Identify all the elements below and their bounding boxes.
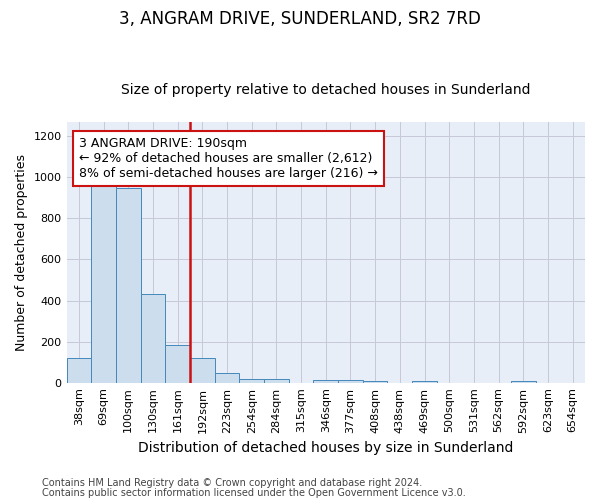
Title: Size of property relative to detached houses in Sunderland: Size of property relative to detached ho… bbox=[121, 83, 530, 97]
Text: Contains HM Land Registry data © Crown copyright and database right 2024.: Contains HM Land Registry data © Crown c… bbox=[42, 478, 422, 488]
Bar bbox=[215, 374, 239, 382]
Text: Contains public sector information licensed under the Open Government Licence v3: Contains public sector information licen… bbox=[42, 488, 466, 498]
Y-axis label: Number of detached properties: Number of detached properties bbox=[15, 154, 28, 350]
Bar bbox=[67, 358, 91, 382]
Bar bbox=[511, 381, 536, 382]
Bar bbox=[338, 380, 363, 382]
X-axis label: Distribution of detached houses by size in Sunderland: Distribution of detached houses by size … bbox=[138, 441, 514, 455]
Bar bbox=[91, 186, 116, 382]
Bar bbox=[264, 378, 289, 382]
Bar bbox=[165, 344, 190, 383]
Bar bbox=[239, 378, 264, 382]
Bar bbox=[412, 381, 437, 382]
Bar bbox=[313, 380, 338, 382]
Bar bbox=[363, 380, 388, 382]
Text: 3, ANGRAM DRIVE, SUNDERLAND, SR2 7RD: 3, ANGRAM DRIVE, SUNDERLAND, SR2 7RD bbox=[119, 10, 481, 28]
Text: 3 ANGRAM DRIVE: 190sqm
← 92% of detached houses are smaller (2,612)
8% of semi-d: 3 ANGRAM DRIVE: 190sqm ← 92% of detached… bbox=[79, 137, 378, 180]
Bar bbox=[190, 358, 215, 382]
Bar bbox=[140, 294, 165, 382]
Bar bbox=[116, 188, 140, 382]
